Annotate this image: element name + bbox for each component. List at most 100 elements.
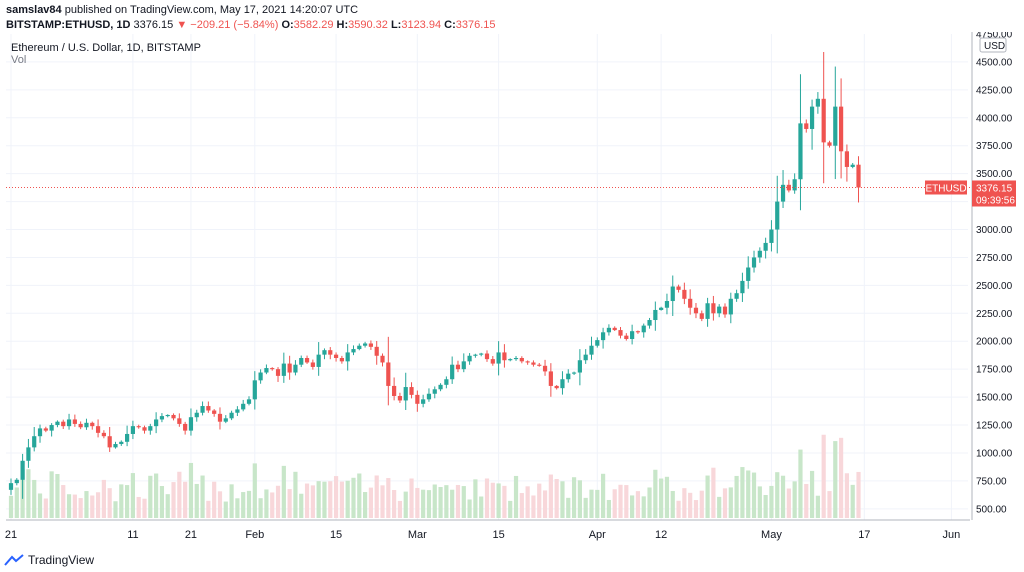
volume-bar	[670, 490, 675, 518]
publisher-username[interactable]: samslav84	[6, 4, 62, 16]
y-tick-label: 2500.00	[976, 281, 1013, 292]
volume-bar	[600, 473, 606, 518]
candle-body	[241, 403, 246, 410]
open-label: O:	[281, 19, 294, 31]
high-value: 3590.32	[348, 19, 388, 31]
candle-body	[368, 343, 374, 347]
candle-body	[171, 414, 176, 419]
currency-box	[979, 37, 1007, 53]
candle-body	[374, 346, 379, 356]
candle-body	[154, 419, 159, 427]
volume-bar	[426, 490, 432, 518]
volume-bar	[856, 471, 861, 518]
chart-area[interactable]: 500.00 750.00 1000.00 1250.00 1500.00 1750.00…	[0, 32, 1024, 550]
candle-body	[90, 422, 95, 427]
volume-bar	[246, 490, 252, 518]
candle-body	[72, 419, 77, 424]
volume-bar	[699, 490, 704, 518]
candle-body	[84, 422, 89, 428]
published-info: published on TradingView.com, May 17, 20…	[64, 4, 359, 16]
candle-body	[815, 98, 820, 107]
volume-bar	[165, 494, 170, 518]
candle-body	[757, 250, 762, 258]
price-change: ▼ −209.21 (−5.84%)	[176, 19, 279, 31]
volume-bar	[177, 471, 182, 518]
chart-header: samslav84 published on TradingView.com, …	[6, 3, 1016, 33]
y-tick-label: 4500.00	[976, 57, 1013, 68]
candle-body	[200, 406, 205, 413]
y-tick-label: 750.00	[976, 476, 1007, 487]
candle-body	[421, 399, 426, 404]
volume-bar	[502, 485, 507, 518]
candle-body	[618, 330, 623, 336]
volume-bar	[235, 498, 240, 518]
volume-bar	[595, 489, 600, 518]
volume-bar	[90, 495, 95, 518]
candle-body	[612, 327, 617, 331]
volume-bar	[635, 491, 641, 518]
volume-bar	[490, 482, 495, 518]
volume-bar	[310, 485, 315, 518]
candle-body	[142, 427, 147, 431]
volume-bar	[647, 487, 652, 518]
volume-bar	[339, 481, 344, 518]
volume-bar	[281, 465, 286, 518]
volume-bar	[705, 475, 710, 518]
x-tick-label: 15	[330, 529, 342, 541]
candle-body	[519, 358, 524, 362]
volume-bar	[664, 476, 670, 518]
candle-body	[415, 394, 420, 404]
candle-body	[20, 460, 25, 480]
volume-bar	[780, 475, 786, 518]
y-tick-label: 3750.00	[976, 141, 1013, 152]
price-chart-svg[interactable]: 500.00 750.00 1000.00 1250.00 1500.00 1750.00…	[0, 32, 1024, 550]
volume-bar	[542, 490, 548, 518]
candle-body	[217, 413, 223, 422]
candle-body	[43, 428, 48, 431]
candle-body	[432, 389, 437, 394]
volume-bar	[450, 489, 455, 518]
candle-body	[583, 354, 588, 361]
y-tick-label: 1000.00	[976, 448, 1013, 459]
candle-body	[322, 350, 327, 355]
volume-bar	[43, 498, 48, 518]
close-label: C:	[444, 19, 456, 31]
volume-bar	[113, 501, 118, 518]
volume-bar	[769, 485, 774, 518]
candle-body	[49, 425, 54, 431]
volume-bar	[455, 484, 461, 518]
volume-bar	[589, 489, 594, 518]
y-tick-label: 2000.00	[976, 337, 1013, 348]
candle-body	[490, 359, 495, 364]
candle-body	[101, 432, 106, 437]
candle-body	[595, 340, 600, 346]
candle-body	[775, 201, 780, 230]
candle-body	[786, 184, 791, 191]
y-tick-label: 1250.00	[976, 421, 1013, 432]
candle-body	[548, 371, 553, 386]
candle-body	[345, 352, 350, 362]
volume-bar	[757, 486, 762, 518]
candle-body	[159, 416, 165, 420]
volume-bar	[473, 479, 478, 518]
candle-body	[130, 426, 136, 434]
volume-bar	[682, 488, 687, 518]
volume-legend: Vol	[11, 54, 27, 66]
candle-body	[409, 387, 414, 395]
candle-body	[362, 343, 368, 346]
x-tick-label: May	[761, 529, 782, 541]
candle-body	[711, 303, 716, 314]
high-label: H:	[336, 19, 349, 31]
volume-bar	[142, 498, 147, 518]
series-title: Ethereum / U.S. Dollar, 1D, BITSTAMP	[11, 42, 201, 54]
candle-body	[664, 301, 670, 308]
volume-bar	[850, 484, 855, 518]
volume-bar	[322, 481, 327, 518]
candle-body	[252, 380, 257, 400]
candle-body	[809, 106, 815, 129]
y-tick-label: 1500.00	[976, 393, 1013, 404]
volume-bar	[49, 471, 54, 518]
volume-bar	[26, 469, 31, 518]
volume-bar	[299, 493, 304, 518]
candle-body	[856, 164, 861, 188]
